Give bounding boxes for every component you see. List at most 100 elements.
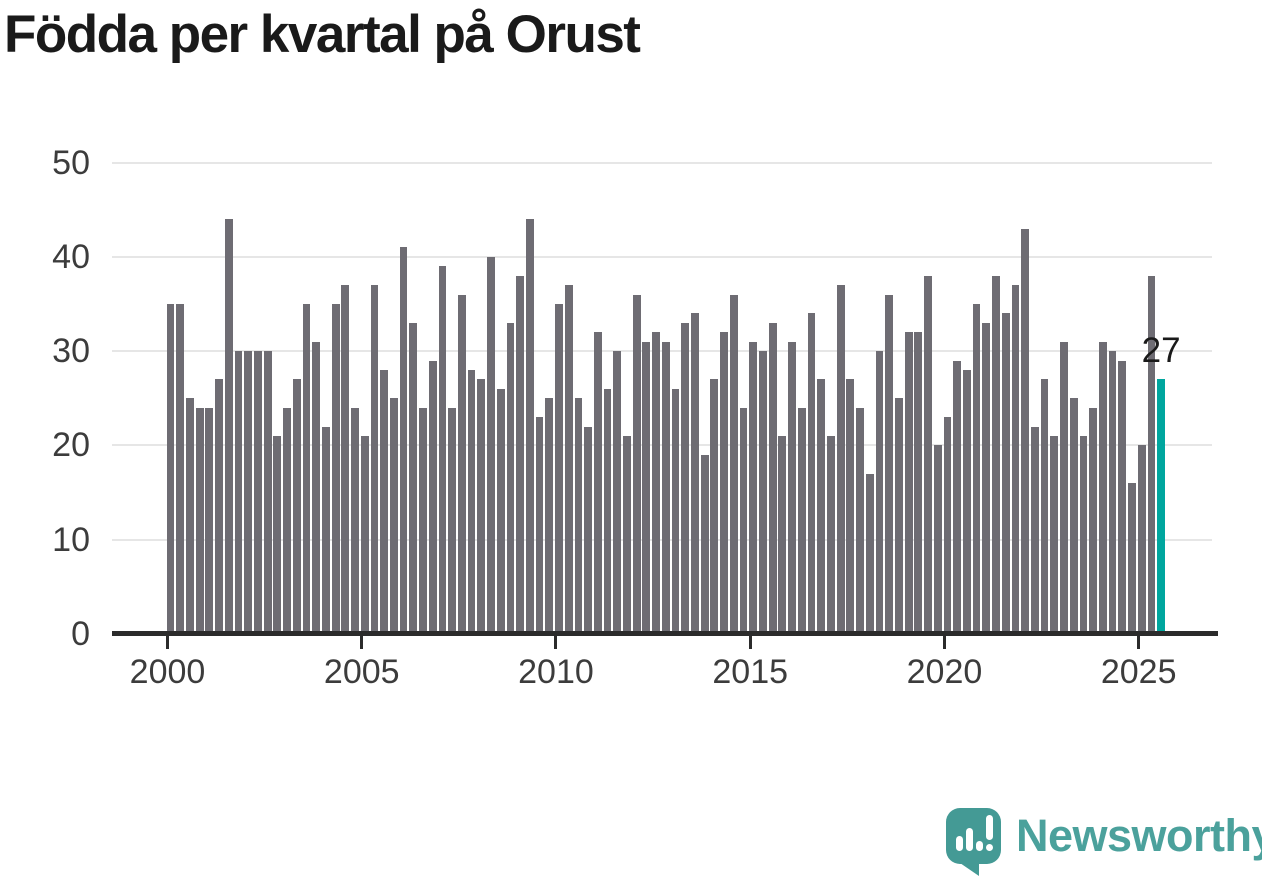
bar <box>1050 436 1059 634</box>
bar <box>273 436 282 634</box>
bar <box>331 304 340 634</box>
bar <box>953 360 962 634</box>
bar <box>846 379 855 634</box>
logo-exclamation-icon <box>986 815 993 840</box>
bar <box>419 407 427 634</box>
bar <box>632 294 641 634</box>
bar-value-label: 27 <box>1141 331 1181 370</box>
bar <box>380 370 389 634</box>
bar <box>914 332 923 634</box>
x-axis-tick <box>942 636 946 649</box>
bar <box>195 407 204 634</box>
bar <box>759 351 767 634</box>
bar <box>904 332 913 634</box>
logo-bar-icon <box>966 828 973 851</box>
bar <box>603 388 612 634</box>
bar <box>399 247 408 634</box>
chart-title: Födda per kvartal på Orust <box>4 5 641 64</box>
x-axis-tick <box>748 636 752 649</box>
bar <box>351 407 359 634</box>
bar <box>1098 341 1107 634</box>
bar <box>457 294 466 634</box>
bar <box>215 379 223 634</box>
bar <box>652 332 660 634</box>
bar <box>1079 436 1088 634</box>
x-axis-line <box>112 631 1218 636</box>
x-axis-tick-label: 2000 <box>129 653 206 691</box>
bar <box>768 322 777 634</box>
bar <box>254 351 262 634</box>
bar <box>321 426 330 634</box>
bar <box>865 473 874 634</box>
bar <box>312 341 321 634</box>
bar <box>448 407 457 634</box>
bar <box>428 360 437 634</box>
bar <box>992 275 1000 634</box>
newsworthy-logo-text: Newsworthy <box>1016 810 1262 861</box>
bar <box>477 379 486 634</box>
bar <box>681 322 690 634</box>
bar <box>516 275 525 634</box>
bar <box>176 304 185 634</box>
bar <box>700 454 709 634</box>
bar <box>1001 313 1010 634</box>
bar <box>1128 483 1136 634</box>
x-axis-tick <box>1137 636 1141 649</box>
bar <box>817 379 826 634</box>
bar <box>1030 426 1039 634</box>
bar <box>283 407 291 634</box>
bar <box>933 445 942 634</box>
bar <box>496 388 505 634</box>
bar <box>564 285 573 634</box>
bar <box>205 407 214 634</box>
bar <box>836 285 845 634</box>
bar <box>1108 351 1117 634</box>
y-axis-tick-label: 20 <box>52 426 90 465</box>
bar <box>186 398 194 634</box>
gridline <box>112 161 1212 164</box>
x-axis-tick-label: 2025 <box>1100 653 1177 691</box>
bar <box>943 417 952 634</box>
bar <box>778 436 787 634</box>
bar <box>535 417 544 634</box>
bar <box>360 436 369 634</box>
bar <box>1137 445 1146 634</box>
bar <box>1089 407 1098 634</box>
bar <box>506 322 515 634</box>
x-axis-tick-label: 2005 <box>323 653 400 691</box>
bar <box>467 370 476 634</box>
bar <box>739 407 748 634</box>
bar <box>797 407 806 634</box>
bar <box>827 436 835 634</box>
bar <box>292 379 301 634</box>
x-axis-tick <box>554 636 558 649</box>
bar <box>661 341 670 634</box>
bar <box>1060 341 1068 634</box>
bar <box>982 322 991 634</box>
bar <box>166 304 175 634</box>
y-axis-tick-label: 50 <box>52 143 90 182</box>
bar <box>885 294 894 634</box>
logo-exclamation-dot-icon <box>986 844 993 851</box>
y-axis-tick-label: 30 <box>52 332 90 371</box>
bar <box>545 398 554 634</box>
gridline <box>112 255 1212 258</box>
bar <box>370 285 379 634</box>
bar <box>389 398 398 634</box>
bar <box>924 275 932 634</box>
bar <box>613 351 622 634</box>
bar <box>263 351 272 634</box>
bar <box>244 351 253 634</box>
bar <box>234 351 243 634</box>
x-axis-tick-label: 2020 <box>906 653 983 691</box>
bar <box>788 341 796 634</box>
bar <box>623 436 631 634</box>
bar <box>574 398 583 634</box>
bar <box>720 332 728 634</box>
newsworthy-bubble-chart-icon <box>946 808 1001 876</box>
x-axis-tick-label: 2015 <box>712 653 789 691</box>
bar <box>1118 360 1127 634</box>
bar <box>972 304 981 634</box>
